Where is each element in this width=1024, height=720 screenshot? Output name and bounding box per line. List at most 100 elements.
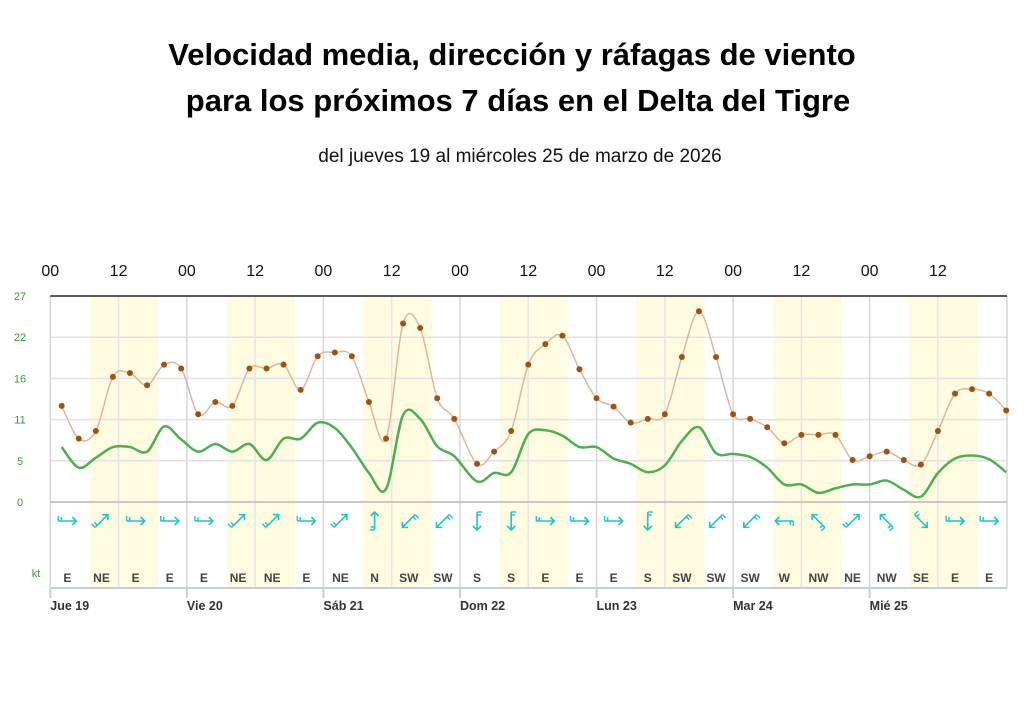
wind-direction-arrow-icon [945, 516, 966, 526]
gust-point [92, 428, 99, 435]
gust-point [695, 308, 702, 315]
gust-point [508, 428, 515, 435]
day-label: Jue 19 [50, 599, 89, 613]
mean-speed-line [60, 408, 1007, 499]
wind-direction-label: S [473, 571, 481, 585]
x-hour-label: 00 [588, 263, 606, 280]
wind-direction-arrow-icon [194, 516, 215, 526]
gust-point [451, 415, 458, 422]
gust-point [678, 354, 685, 361]
wind-direction-label: NE [264, 571, 281, 585]
gust-point [815, 431, 822, 438]
wind-direction-arrow-icon [879, 513, 894, 532]
day-label: Dom 22 [460, 599, 505, 613]
gust-point [713, 354, 720, 361]
wind-direction-label: NE [332, 571, 349, 585]
gust-point [969, 386, 976, 393]
y-tick-label: 16 [14, 373, 26, 385]
wind-direction-arrow-icon [643, 511, 653, 532]
chart-title-line-1: Velocidad media, dirección y ráfagas de … [168, 37, 856, 72]
wind-direction-arrow-icon [603, 516, 624, 526]
day-label: Vie 20 [187, 599, 223, 613]
x-hour-label: 00 [41, 263, 59, 280]
gust-point [297, 386, 304, 393]
gust-point [331, 349, 338, 356]
wind-direction-label: E [132, 571, 140, 585]
gust-point [644, 415, 651, 422]
gust-point [195, 411, 202, 418]
gust-point [934, 428, 941, 435]
gust-point [883, 448, 890, 455]
wind-direction-label: W [779, 571, 791, 585]
gust-point [866, 453, 873, 460]
gust-point [417, 325, 424, 332]
gust-point [832, 431, 839, 438]
wind-direction-arrow-icon [296, 516, 317, 526]
gust-point [109, 373, 116, 380]
gust-point [263, 365, 270, 372]
daylight-band [226, 296, 295, 588]
daylight-band [499, 296, 569, 588]
wind-direction-label: SW [740, 571, 760, 585]
x-hour-label: 12 [929, 263, 947, 280]
wind-direction-label: E [985, 571, 993, 585]
day-label: Mié 25 [870, 599, 908, 613]
chart-subtitle: del jueves 19 al miércoles 25 de marzo d… [318, 146, 722, 167]
gust-point [383, 435, 390, 442]
wind-direction-arrow-icon [261, 513, 280, 528]
wind-direction-arrow-icon [57, 516, 78, 526]
wind-direction-arrow-icon [913, 510, 929, 529]
gust-point [525, 361, 532, 368]
y-tick-label: 11 [14, 415, 25, 427]
x-hour-label: 12 [383, 263, 401, 280]
day-label: Sáb 21 [323, 599, 363, 613]
wind-direction-label: NE [844, 571, 861, 585]
gust-point [246, 365, 253, 372]
x-hour-label: 12 [656, 263, 674, 280]
wind-direction-label: SW [672, 571, 692, 585]
daylight-band [90, 296, 159, 588]
wind-direction-arrow-icon [774, 516, 795, 526]
wind-direction-arrow-icon [674, 514, 693, 529]
wind-direction-arrow-icon [435, 514, 454, 529]
gust-point [434, 395, 441, 402]
wind-direction-arrow-icon [369, 510, 380, 531]
gust-point [280, 361, 287, 368]
gust-point [474, 460, 481, 467]
y-tick-label: 0 [17, 497, 23, 509]
wind-direction-label: NE [230, 571, 247, 585]
gust-point [849, 457, 856, 464]
gust-point [730, 411, 737, 418]
gust-point [348, 353, 355, 360]
chart-title-line-2: para los próximos 7 días en el Delta del… [185, 83, 851, 118]
wind-direction-label: SE [913, 571, 929, 585]
gust-point [661, 411, 668, 418]
gust-point [365, 399, 372, 406]
wind-direction-arrow-icon [842, 513, 860, 528]
gust-point [576, 366, 583, 373]
wind-direction-arrow-icon [91, 513, 109, 528]
wind-direction-label: N [370, 571, 379, 585]
wind-direction-arrow-icon [506, 511, 517, 532]
wind-direction-label: E [63, 571, 71, 585]
gust-point [593, 395, 600, 402]
gust-point [161, 361, 168, 368]
wind-direction-arrow-icon [330, 513, 348, 528]
wind-direction-label: E [200, 571, 208, 585]
gust-point [212, 399, 219, 406]
gust-point [917, 461, 924, 468]
wind-direction-label: NE [93, 571, 110, 585]
wind-direction-label: E [541, 571, 549, 585]
gust-point [229, 402, 236, 409]
wind-direction-label: S [507, 571, 515, 585]
wind-direction-label: NW [877, 571, 898, 585]
gust-point [627, 419, 634, 426]
x-hour-label: 00 [451, 263, 469, 280]
x-hour-label: 00 [178, 263, 196, 280]
gust-point [798, 431, 805, 438]
x-hour-label: 12 [792, 263, 810, 280]
wind-direction-arrow-icon [569, 516, 590, 526]
wind-direction-arrow-icon [227, 513, 246, 528]
y-tick-label: 5 [17, 456, 23, 468]
